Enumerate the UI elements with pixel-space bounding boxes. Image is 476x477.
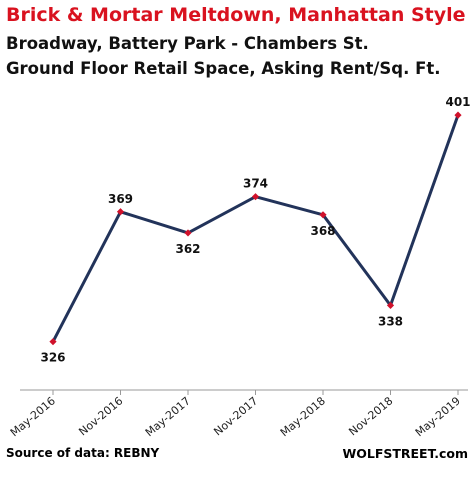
data-point-marker <box>49 338 57 346</box>
x-tick-label: Nov-2017 <box>211 394 260 438</box>
data-source-note: Source of data: REBNY <box>6 446 160 460</box>
data-label: 326 <box>40 351 65 365</box>
chart-title: Brick & Mortar Meltdown, Manhattan Style <box>6 4 466 26</box>
x-tick-label: May-2019 <box>413 394 463 439</box>
data-label: 362 <box>175 242 200 256</box>
data-point-marker <box>116 208 125 216</box>
data-label: 369 <box>108 192 133 206</box>
brand-watermark: WOLFSTREET.com <box>342 446 468 461</box>
x-tick-label: Nov-2016 <box>76 394 125 438</box>
data-label: 338 <box>378 314 403 328</box>
data-point-marker <box>319 211 327 219</box>
series-line <box>51 113 460 344</box>
data-label: 368 <box>310 224 335 238</box>
chart-subtitle-line-2: Ground Floor Retail Space, Asking Rent/S… <box>6 59 441 78</box>
data-point-marker <box>454 111 462 119</box>
x-tick-label: Nov-2018 <box>346 394 395 438</box>
chart-subtitle-line-1: Broadway, Battery Park - Chambers St. <box>6 34 369 53</box>
data-point-marker <box>251 193 260 201</box>
x-tick-label: May-2016 <box>8 394 58 439</box>
data-point-marker <box>386 301 395 310</box>
data-label: 401 <box>445 95 470 109</box>
x-tick-label: May-2018 <box>278 394 328 439</box>
data-point-marker <box>184 229 192 237</box>
x-tick-label: May-2017 <box>143 394 193 439</box>
data-label: 374 <box>243 177 268 191</box>
